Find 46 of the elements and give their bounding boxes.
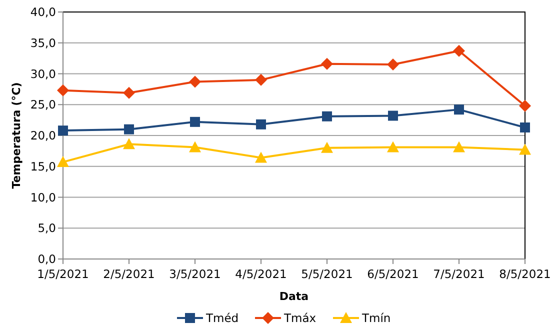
x-tick-label: 1/5/2021 [37, 267, 89, 281]
x-tick-label: 4/5/2021 [235, 267, 287, 281]
point [453, 44, 465, 57]
y-tick-label: 5,0 [38, 221, 56, 236]
point [321, 142, 333, 153]
x-tick-label: 6/5/2021 [367, 267, 419, 281]
point [256, 119, 266, 130]
point [124, 124, 134, 134]
legend-label: Tmín [361, 311, 391, 326]
y-tick-label: 20,0 [30, 128, 56, 143]
x-tick-label: 8/5/2021 [499, 267, 551, 281]
y-axis-title: Temperatura (°C) [10, 82, 23, 189]
point [255, 152, 267, 163]
point [454, 104, 464, 115]
point [321, 58, 333, 70]
y-tick-label: 25,0 [30, 98, 56, 112]
y-tick-label: 0,0 [38, 252, 56, 266]
x-tick-label: 2/5/2021 [103, 267, 155, 281]
point [123, 86, 135, 99]
point [189, 76, 201, 88]
point [58, 126, 68, 136]
x-axis-title: Data [279, 290, 309, 303]
point [388, 110, 398, 121]
legend-label: Tméd [205, 311, 239, 326]
y-tick-label: 10,0 [30, 190, 56, 204]
point [519, 100, 531, 112]
point [57, 156, 69, 168]
y-tick-label: 40,0 [30, 5, 56, 20]
point [520, 122, 530, 132]
point [123, 138, 135, 150]
point [190, 116, 200, 127]
y-tick-label: 15,0 [30, 159, 56, 174]
point [387, 58, 399, 70]
point [189, 141, 201, 152]
legend-label: Tmáx [283, 311, 316, 326]
point [255, 74, 267, 86]
point [519, 144, 531, 155]
y-tick-label: 35,0 [30, 36, 56, 50]
point [453, 141, 465, 152]
point [57, 84, 69, 96]
x-tick-label: 3/5/2021 [169, 267, 221, 281]
point [387, 141, 399, 152]
x-tick-label: 7/5/2021 [433, 267, 485, 281]
x-tick-label: 5/5/2021 [301, 267, 353, 281]
y-tick-label: 30,0 [30, 66, 56, 81]
point [322, 111, 332, 122]
